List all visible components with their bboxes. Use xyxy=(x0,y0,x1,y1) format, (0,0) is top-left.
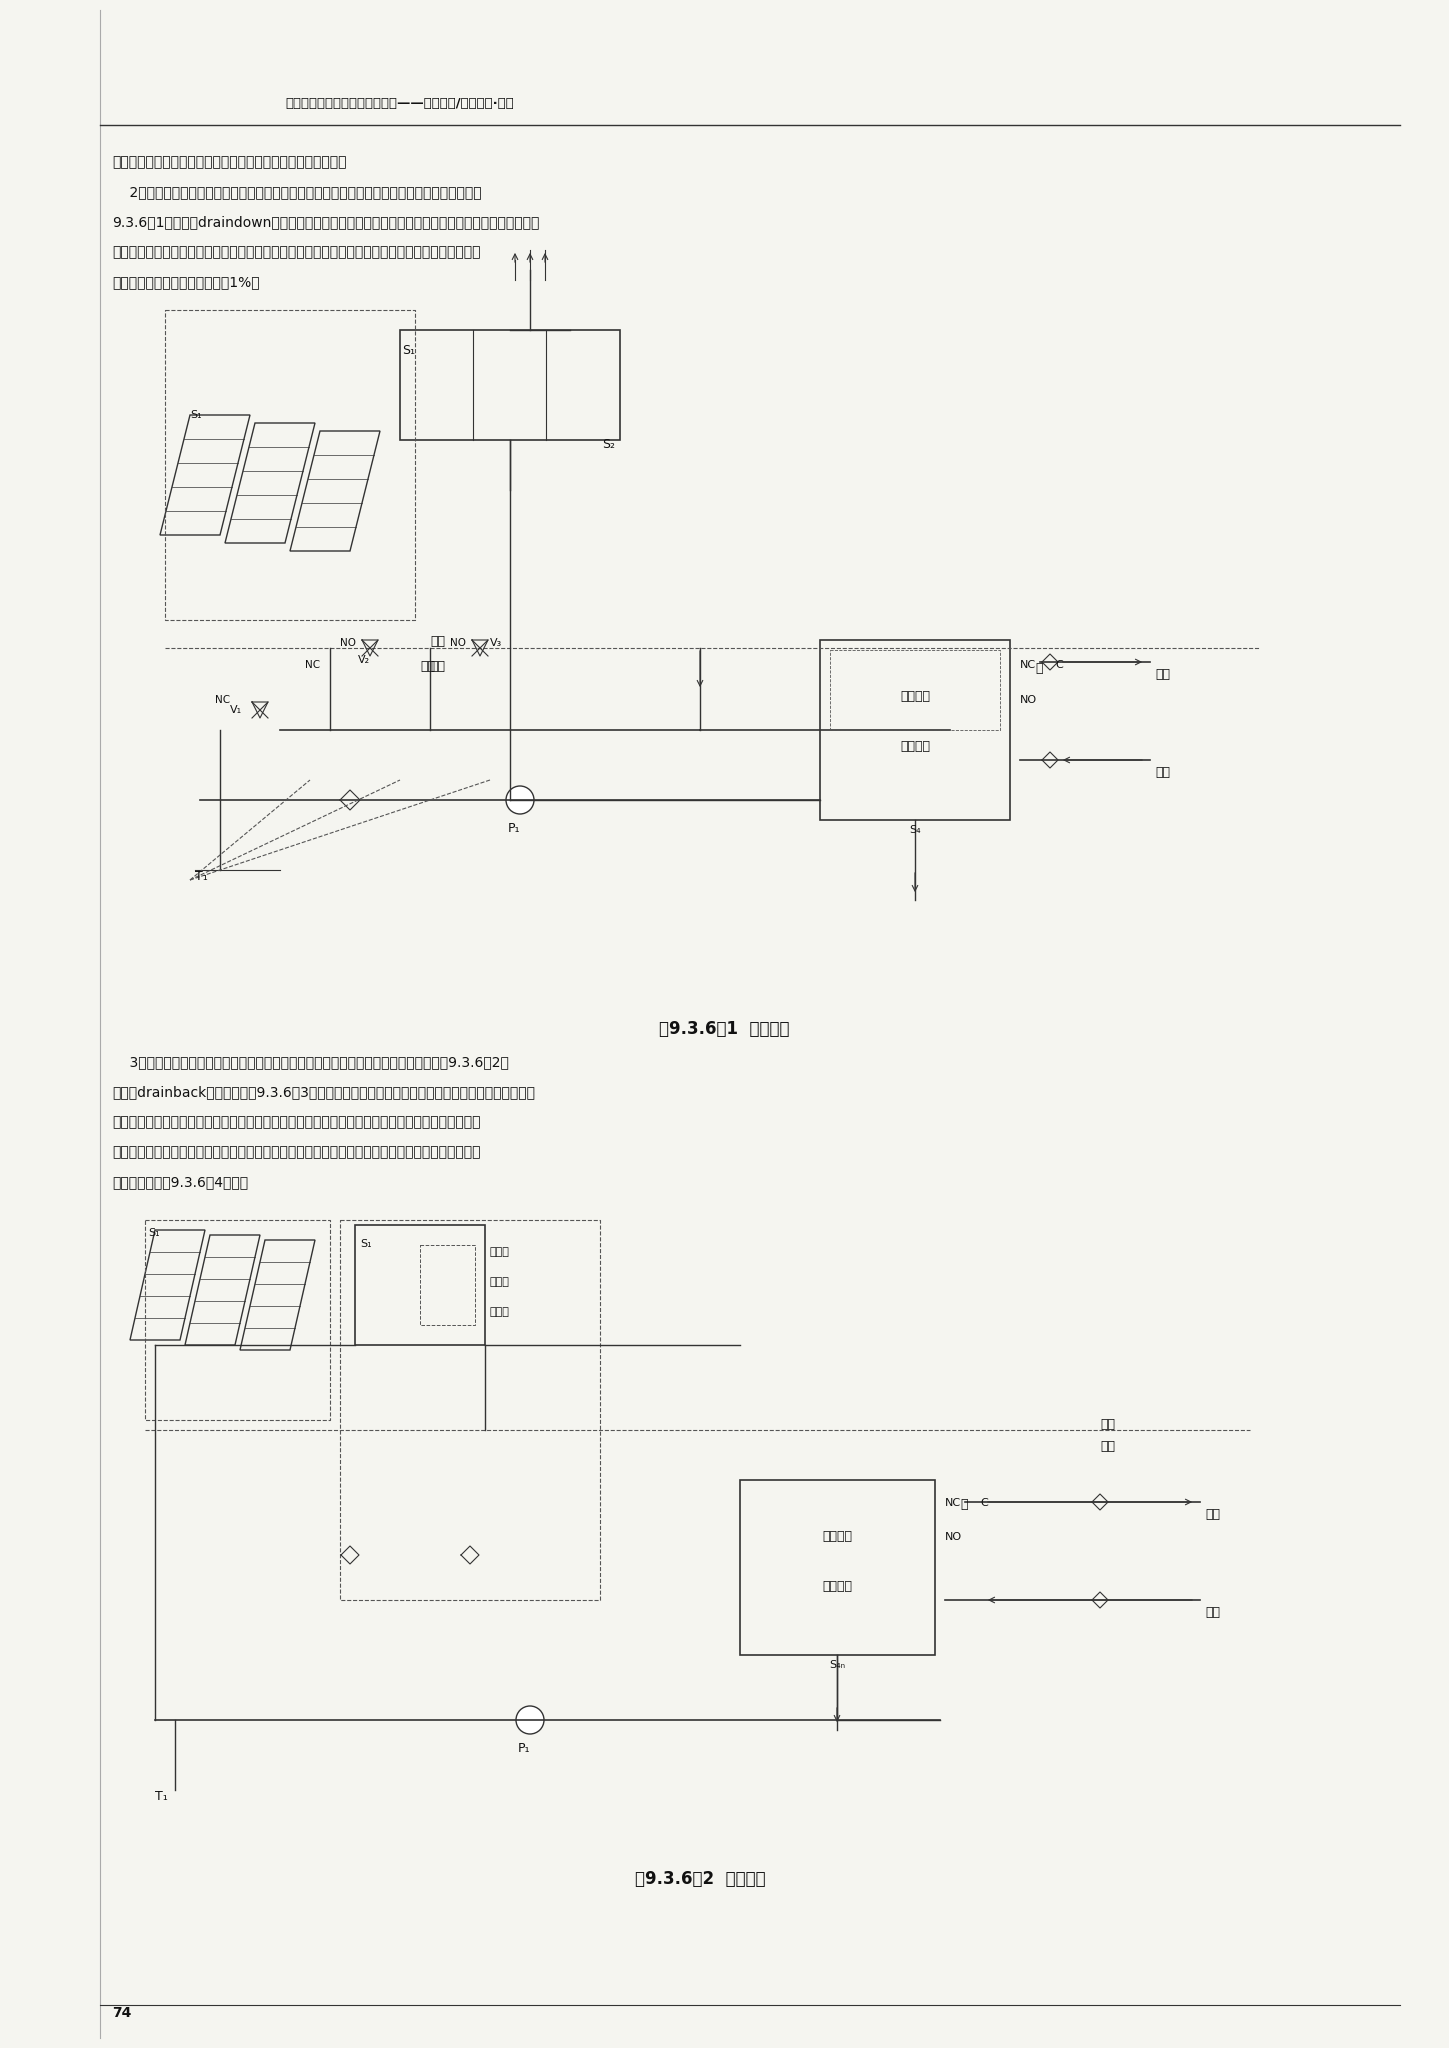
Bar xyxy=(400,330,620,440)
Text: S₄: S₄ xyxy=(909,825,920,836)
Text: V₃: V₃ xyxy=(490,639,503,647)
Text: 室内: 室内 xyxy=(420,659,435,674)
Text: 2．直接式太阳能集热系统宜在环境温度不是很低，防冻要求不很严格的地区使用。宜采用如图: 2．直接式太阳能集热系统宜在环境温度不是很低，防冻要求不很严格的地区使用。宜采用… xyxy=(112,184,481,199)
Text: S₁: S₁ xyxy=(401,344,414,356)
Text: 室内: 室内 xyxy=(430,659,445,674)
Text: P₁: P₁ xyxy=(517,1743,530,1755)
Text: S₁: S₁ xyxy=(359,1239,371,1249)
Bar xyxy=(740,1481,935,1655)
Bar xyxy=(355,1225,485,1346)
Text: 热器和管路的安装坡度最小应在1%。: 热器和管路的安装坡度最小应在1%。 xyxy=(112,274,259,289)
Text: NO: NO xyxy=(1020,694,1037,705)
Text: 室内: 室内 xyxy=(1100,1440,1114,1452)
Text: 液位计: 液位计 xyxy=(490,1278,510,1286)
Text: NO: NO xyxy=(945,1532,962,1542)
Text: 室外: 室外 xyxy=(1100,1417,1114,1432)
Text: 补水口: 补水口 xyxy=(490,1307,510,1317)
Text: 室外: 室外 xyxy=(430,635,445,647)
Text: 辅助热源: 辅助热源 xyxy=(822,1530,852,1542)
Text: V₁: V₁ xyxy=(230,705,242,715)
Text: P₁: P₁ xyxy=(509,821,520,836)
Text: C: C xyxy=(1055,659,1062,670)
Text: NC: NC xyxy=(1020,659,1036,670)
Text: NC: NC xyxy=(214,694,230,705)
Circle shape xyxy=(516,1706,543,1735)
Text: 旁通管路，如图9.3.6－4所示。: 旁通管路，如图9.3.6－4所示。 xyxy=(112,1176,248,1190)
Text: S₁: S₁ xyxy=(148,1229,159,1237)
Text: C: C xyxy=(980,1497,988,1507)
Text: 3．间接式太阳能集热系统宜在环境温度较低，防冻要求严格的地区使用，宜采用如图9.3.6－2的: 3．间接式太阳能集热系统宜在环境温度较低，防冻要求严格的地区使用，宜采用如图9.… xyxy=(112,1055,509,1069)
Text: NO: NO xyxy=(341,639,356,647)
Text: 性影响，集热系统不应设自动补水，以免破坏防冻液成分。大型系统中，使用防冻液的集热系统应设: 性影响，集热系统不应设自动补水，以免破坏防冻液成分。大型系统中，使用防冻液的集热… xyxy=(112,1145,481,1159)
Text: NO: NO xyxy=(451,639,467,647)
Text: 贮热水箱: 贮热水箱 xyxy=(822,1579,852,1593)
Text: 热水: 热水 xyxy=(1155,668,1169,682)
Text: T₁: T₁ xyxy=(196,870,207,883)
Text: ～: ～ xyxy=(1035,662,1042,676)
Text: V₂: V₂ xyxy=(358,655,369,666)
Text: ～: ～ xyxy=(961,1497,968,1511)
Text: S₄ₙ: S₄ₙ xyxy=(829,1661,845,1669)
Text: 贮热水箱: 贮热水箱 xyxy=(900,739,930,754)
Text: T₁: T₁ xyxy=(155,1790,168,1802)
Text: 通气孔: 通气孔 xyxy=(490,1247,510,1257)
Circle shape xyxy=(506,786,535,813)
Text: 冻控制运行时从集热系统排回的水；防冻控制方式为温度控制。: 冻控制运行时从集热系统排回的水；防冻控制方式为温度控制。 xyxy=(112,156,346,170)
Text: 全国民用建筑工程设计技术措施——节能专篇/暖通空调·动力: 全国民用建筑工程设计技术措施——节能专篇/暖通空调·动力 xyxy=(285,96,514,111)
Text: 辅助热源: 辅助热源 xyxy=(900,690,930,702)
Text: 图9.3.6－1  排空系统: 图9.3.6－1 排空系统 xyxy=(659,1020,790,1038)
Text: S₁: S₁ xyxy=(190,410,201,420)
Text: NC: NC xyxy=(304,659,320,670)
Text: 热水: 热水 xyxy=(1206,1507,1220,1522)
Text: 的启闭将太阳能集热系统中的水排空，并将太阳能集热系统与市政供水管网断开。使用排空系统的集: 的启闭将太阳能集热系统中的水排空，并将太阳能集热系统与市政供水管网断开。使用排空… xyxy=(112,246,481,258)
Text: 冷水: 冷水 xyxy=(1155,766,1169,778)
Text: 74: 74 xyxy=(112,2005,132,2019)
Text: 图9.3.6－2  排回系统: 图9.3.6－2 排回系统 xyxy=(635,1870,765,1888)
Text: 9.3.6－1的排空（draindown）系统。当可能发生冻结或停电时，防冻保护控制系统自动通过多个阀门: 9.3.6－1的排空（draindown）系统。当可能发生冻结或停电时，防冻保护… xyxy=(112,215,539,229)
Text: 统。防冻液通常带有腐蚀性，系统应采用耐腐蚀双层壁热交换器。防冻液的组成成分对其冰点有关键: 统。防冻液通常带有腐蚀性，系统应采用耐腐蚀双层壁热交换器。防冻液的组成成分对其冰… xyxy=(112,1114,481,1128)
Bar xyxy=(820,639,1010,819)
Text: 冷水: 冷水 xyxy=(1206,1606,1220,1620)
Text: NC: NC xyxy=(945,1497,961,1507)
Text: S₂: S₂ xyxy=(601,438,614,451)
Text: 排回（drainback）系统或如图9.3.6－3所示在太阳能集热系统中充注防冻液作为传热工质的防冻液系: 排回（drainback）系统或如图9.3.6－3所示在太阳能集热系统中充注防冻… xyxy=(112,1085,535,1100)
